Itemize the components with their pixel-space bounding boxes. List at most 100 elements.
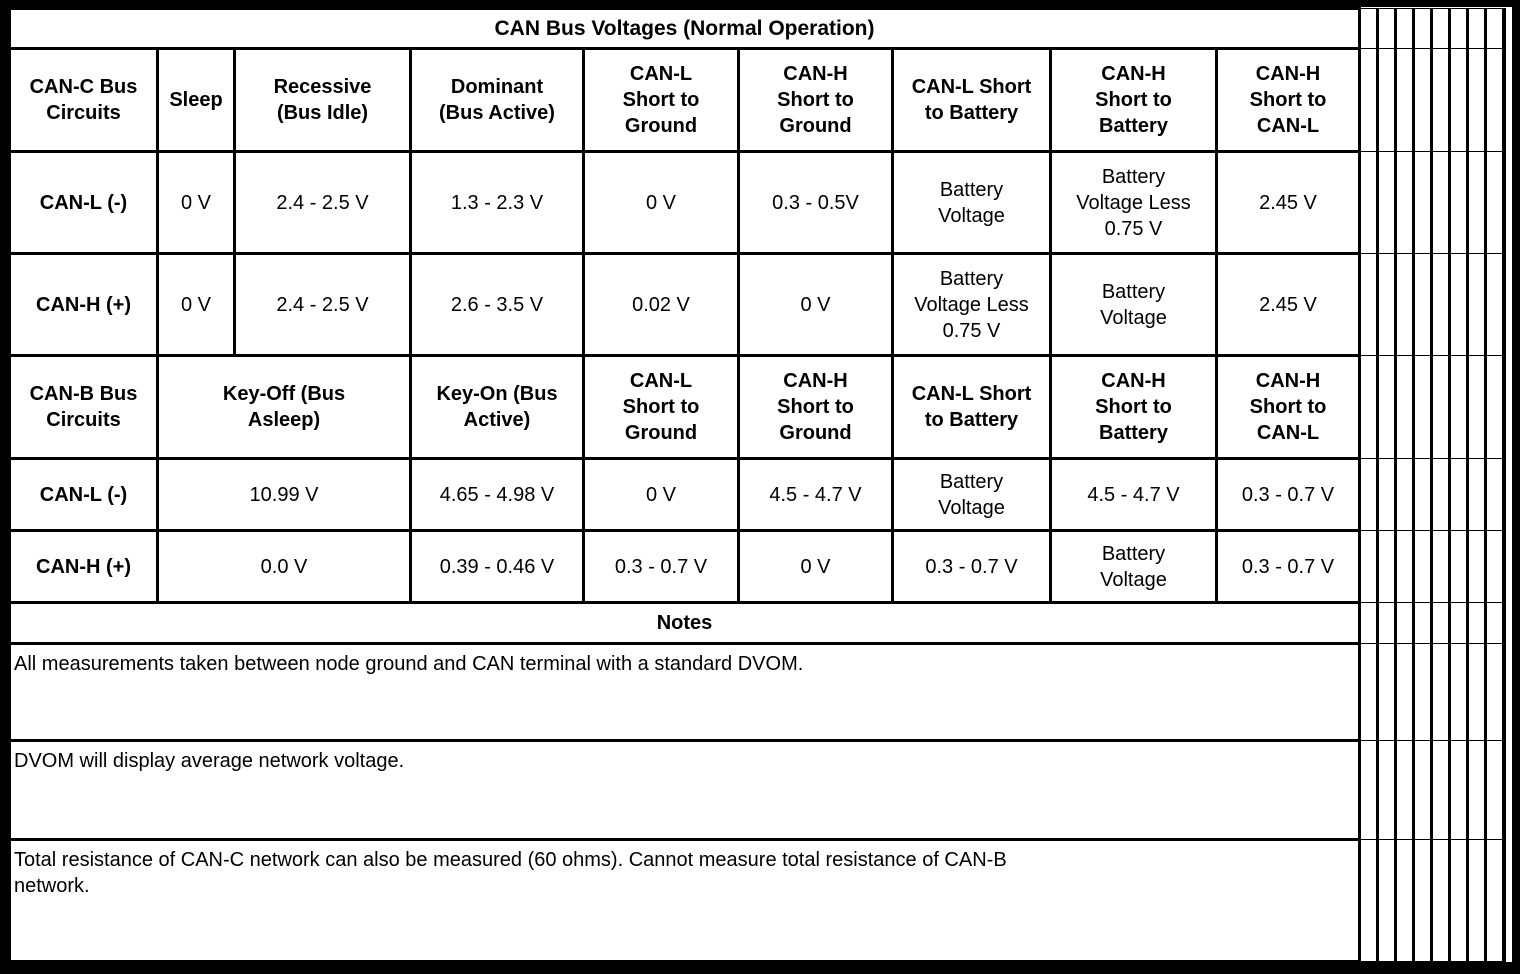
value-cell: 0.3 - 0.7 V xyxy=(1215,529,1361,604)
note-text: Total resistance of CAN-C network can al… xyxy=(8,838,1361,962)
empty-margin-cell xyxy=(1448,8,1469,49)
can-b-header-key-off: Key-Off (Bus Asleep) xyxy=(156,354,412,460)
empty-margin-cell xyxy=(1448,530,1469,603)
empty-margin-cell xyxy=(1412,602,1433,644)
empty-margin-cell xyxy=(1484,740,1505,840)
can-c-header-circuits: CAN-C Bus Circuits xyxy=(8,47,159,153)
value-cell: 2.6 - 3.5 V xyxy=(409,252,585,357)
value-cell: 1.3 - 2.3 V xyxy=(409,150,585,255)
value-cell: 0 V xyxy=(737,252,894,357)
empty-margin-cell xyxy=(1466,839,1487,962)
empty-margin-cell xyxy=(1376,740,1397,840)
can-b-header-key-on: Key-On (Bus Active) xyxy=(409,354,585,460)
value-cell: 0.0 V xyxy=(156,529,412,604)
empty-margin-cell xyxy=(1466,151,1487,254)
empty-margin-cell xyxy=(1430,458,1451,531)
empty-margin-cell xyxy=(1430,8,1451,49)
value-cell: 0.3 - 0.7 V xyxy=(891,529,1052,604)
empty-margin-cell xyxy=(1466,458,1487,531)
can-c-header-canh-short-battery: CAN-H Short to Battery xyxy=(1049,47,1218,153)
empty-margin-cell xyxy=(1376,458,1397,531)
empty-margin-cell xyxy=(1376,530,1397,603)
value-cell: 0 V xyxy=(582,150,740,255)
empty-margin-cell xyxy=(1430,530,1451,603)
can-b-header-canh-short-canl: CAN-H Short to CAN-L xyxy=(1215,354,1361,460)
empty-margin-cell xyxy=(1358,48,1379,152)
empty-margin-cell xyxy=(1430,602,1451,644)
value-cell: 4.65 - 4.98 V xyxy=(409,457,585,532)
empty-margin-cell xyxy=(1394,740,1415,840)
value-cell: 2.4 - 2.5 V xyxy=(233,150,412,255)
value-cell: Battery Voltage xyxy=(1049,252,1218,357)
empty-margin-cell xyxy=(1394,253,1415,356)
value-cell: Battery Voltage xyxy=(891,457,1052,532)
empty-margin-cell xyxy=(1394,643,1415,741)
empty-margin-cell xyxy=(1394,355,1415,459)
empty-margin-cell xyxy=(1358,839,1379,962)
empty-margin-cell xyxy=(1358,458,1379,531)
empty-margin-cell xyxy=(1376,839,1397,962)
empty-margin-cell xyxy=(1394,602,1415,644)
empty-margin-cell xyxy=(1394,48,1415,152)
value-cell: Battery Voltage Less 0.75 V xyxy=(1049,150,1218,255)
empty-margin-cell xyxy=(1448,151,1469,254)
value-cell: Battery Voltage xyxy=(891,150,1052,255)
value-cell: 0.3 - 0.7 V xyxy=(582,529,740,604)
empty-margin-cell xyxy=(1358,253,1379,356)
empty-margin-cell xyxy=(1376,602,1397,644)
empty-margin-cell xyxy=(1412,48,1433,152)
value-cell: 2.4 - 2.5 V xyxy=(233,252,412,357)
empty-margin-cell xyxy=(1484,8,1505,49)
value-cell: 0 V xyxy=(582,457,740,532)
empty-margin-cell xyxy=(1448,740,1469,840)
empty-margin-cell xyxy=(1484,253,1505,356)
empty-margin-cell xyxy=(1358,602,1379,644)
empty-margin-cell xyxy=(1484,602,1505,644)
can-c-header-recessive: Recessive (Bus Idle) xyxy=(233,47,412,153)
value-cell: 4.5 - 4.7 V xyxy=(737,457,894,532)
empty-margin-cell xyxy=(1466,740,1487,840)
empty-margin-cell xyxy=(1394,839,1415,962)
can-c-header-canl-short-battery: CAN-L Short to Battery xyxy=(891,47,1052,153)
empty-margin-cell xyxy=(1376,151,1397,254)
value-cell: 2.45 V xyxy=(1215,252,1361,357)
empty-margin-cell xyxy=(1466,602,1487,644)
empty-margin-cell xyxy=(1376,8,1397,49)
can-b-header-canh-short-battery: CAN-H Short to Battery xyxy=(1049,354,1218,460)
empty-margin-cell xyxy=(1430,740,1451,840)
value-cell: 2.45 V xyxy=(1215,150,1361,255)
empty-margin-cell xyxy=(1412,355,1433,459)
empty-margin-cell xyxy=(1448,253,1469,356)
can-bus-voltages-table: CAN Bus Voltages (Normal Operation) CAN-… xyxy=(8,7,1506,962)
empty-margin-cell xyxy=(1376,253,1397,356)
empty-margin-cell xyxy=(1430,48,1451,152)
empty-margin-cell xyxy=(1448,602,1469,644)
empty-margin-cell xyxy=(1376,355,1397,459)
table-title: CAN Bus Voltages (Normal Operation) xyxy=(8,7,1361,50)
empty-margin-cell xyxy=(1484,530,1505,603)
empty-margin-cell xyxy=(1412,151,1433,254)
can-b-header-canh-short-ground: CAN-H Short to Ground xyxy=(737,354,894,460)
empty-margin-cell xyxy=(1484,643,1505,741)
value-cell: 0 V xyxy=(156,150,236,255)
empty-margin-cell xyxy=(1412,458,1433,531)
empty-margin-cell xyxy=(1394,8,1415,49)
can-c-header-canh-short-canl: CAN-H Short to CAN-L xyxy=(1215,47,1361,153)
can-c-header-canh-short-ground: CAN-H Short to Ground xyxy=(737,47,894,153)
empty-margin-cell xyxy=(1412,8,1433,49)
value-cell: 0.02 V xyxy=(582,252,740,357)
empty-margin-cell xyxy=(1484,48,1505,152)
table-row: CAN-L (-) 0 V 2.4 - 2.5 V 1.3 - 2.3 V 0 … xyxy=(8,150,1505,255)
empty-margin-cell xyxy=(1358,151,1379,254)
empty-margin-cell xyxy=(1448,458,1469,531)
empty-margin-cell xyxy=(1358,355,1379,459)
row-label-can-h: CAN-H (+) xyxy=(8,529,159,604)
empty-margin-cell xyxy=(1376,48,1397,152)
empty-margin-cell xyxy=(1466,253,1487,356)
value-cell: 0.3 - 0.7 V xyxy=(1215,457,1361,532)
empty-margin-cell xyxy=(1412,530,1433,603)
can-b-header-canl-short-ground: CAN-L Short to Ground xyxy=(582,354,740,460)
can-b-header-circuits: CAN-B Bus Circuits xyxy=(8,354,159,460)
notes-header: Notes xyxy=(8,601,1361,645)
